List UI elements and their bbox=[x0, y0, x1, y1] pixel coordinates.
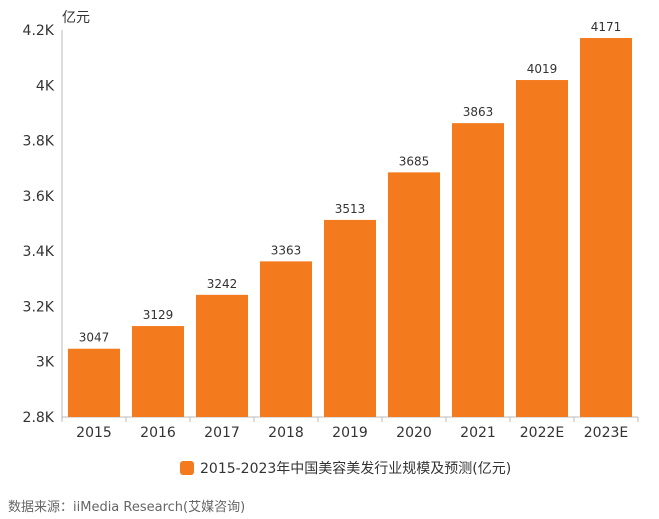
legend-swatch bbox=[180, 461, 194, 475]
x-tick-label: 2016 bbox=[140, 425, 176, 441]
y-tick-label: 3K bbox=[36, 355, 55, 371]
y-tick-label: 3.8K bbox=[23, 134, 55, 150]
bar bbox=[324, 219, 376, 417]
x-axis: 2015 2016 2017 2018 2019 2020 2021 2022E 2023E bbox=[61, 416, 639, 441]
y-tick-label: 3.2K bbox=[23, 299, 55, 315]
y-tick-label: 4.2K bbox=[23, 23, 55, 39]
y-tick-label: 3.6K bbox=[23, 189, 55, 205]
x-tick-label: 2021 bbox=[460, 425, 496, 441]
x-tick-label: 2023E bbox=[584, 425, 628, 441]
y-tick-label: 4K bbox=[36, 78, 55, 94]
bar bbox=[516, 80, 568, 417]
bar bbox=[260, 261, 312, 417]
bar-chart: 亿元 2.8K 3K 3.2K 3.4K 3.6K 3.8K 4K 4.2K 2015 2016… bbox=[23, 10, 639, 441]
x-tick-label: 2022E bbox=[520, 425, 564, 441]
x-tick-label: 2019 bbox=[332, 425, 368, 441]
bar bbox=[452, 123, 504, 417]
data-label: 4019 bbox=[527, 62, 558, 76]
bar bbox=[132, 326, 184, 417]
data-label: 3129 bbox=[143, 308, 174, 322]
data-label: 4171 bbox=[591, 20, 622, 34]
data-label: 3242 bbox=[207, 277, 238, 291]
x-tick-label: 2020 bbox=[396, 425, 432, 441]
x-tick-label: 2015 bbox=[76, 425, 112, 441]
legend: 2015-2023年中国美容美发行业规模及预测(亿元) bbox=[180, 458, 511, 478]
x-tick-label: 2018 bbox=[268, 425, 304, 441]
y-axis: 2.8K 3K 3.2K 3.4K 3.6K 3.8K 4K 4.2K bbox=[23, 23, 63, 426]
bar bbox=[68, 348, 120, 417]
bars bbox=[68, 38, 632, 418]
data-label: 3685 bbox=[399, 154, 430, 168]
data-label: 3047 bbox=[79, 331, 110, 345]
data-label: 3363 bbox=[271, 243, 302, 257]
bar bbox=[196, 294, 248, 417]
legend-label: 2015-2023年中国美容美发行业规模及预测(亿元) bbox=[200, 461, 512, 477]
bar bbox=[388, 172, 440, 417]
x-tick-label: 2017 bbox=[204, 425, 240, 441]
source-note: 数据来源：iiMedia Research(艾媒咨询) bbox=[8, 500, 246, 515]
bar bbox=[580, 38, 632, 418]
data-labels: 3047 3129 3242 3363 3513 3685 3863 4019 4171 bbox=[79, 20, 622, 345]
data-label: 3863 bbox=[463, 105, 494, 119]
data-label: 3513 bbox=[335, 202, 366, 216]
y-tick-label: 2.8K bbox=[23, 410, 55, 426]
y-tick-label: 3.4K bbox=[23, 244, 55, 260]
y-unit-label: 亿元 bbox=[62, 10, 90, 26]
